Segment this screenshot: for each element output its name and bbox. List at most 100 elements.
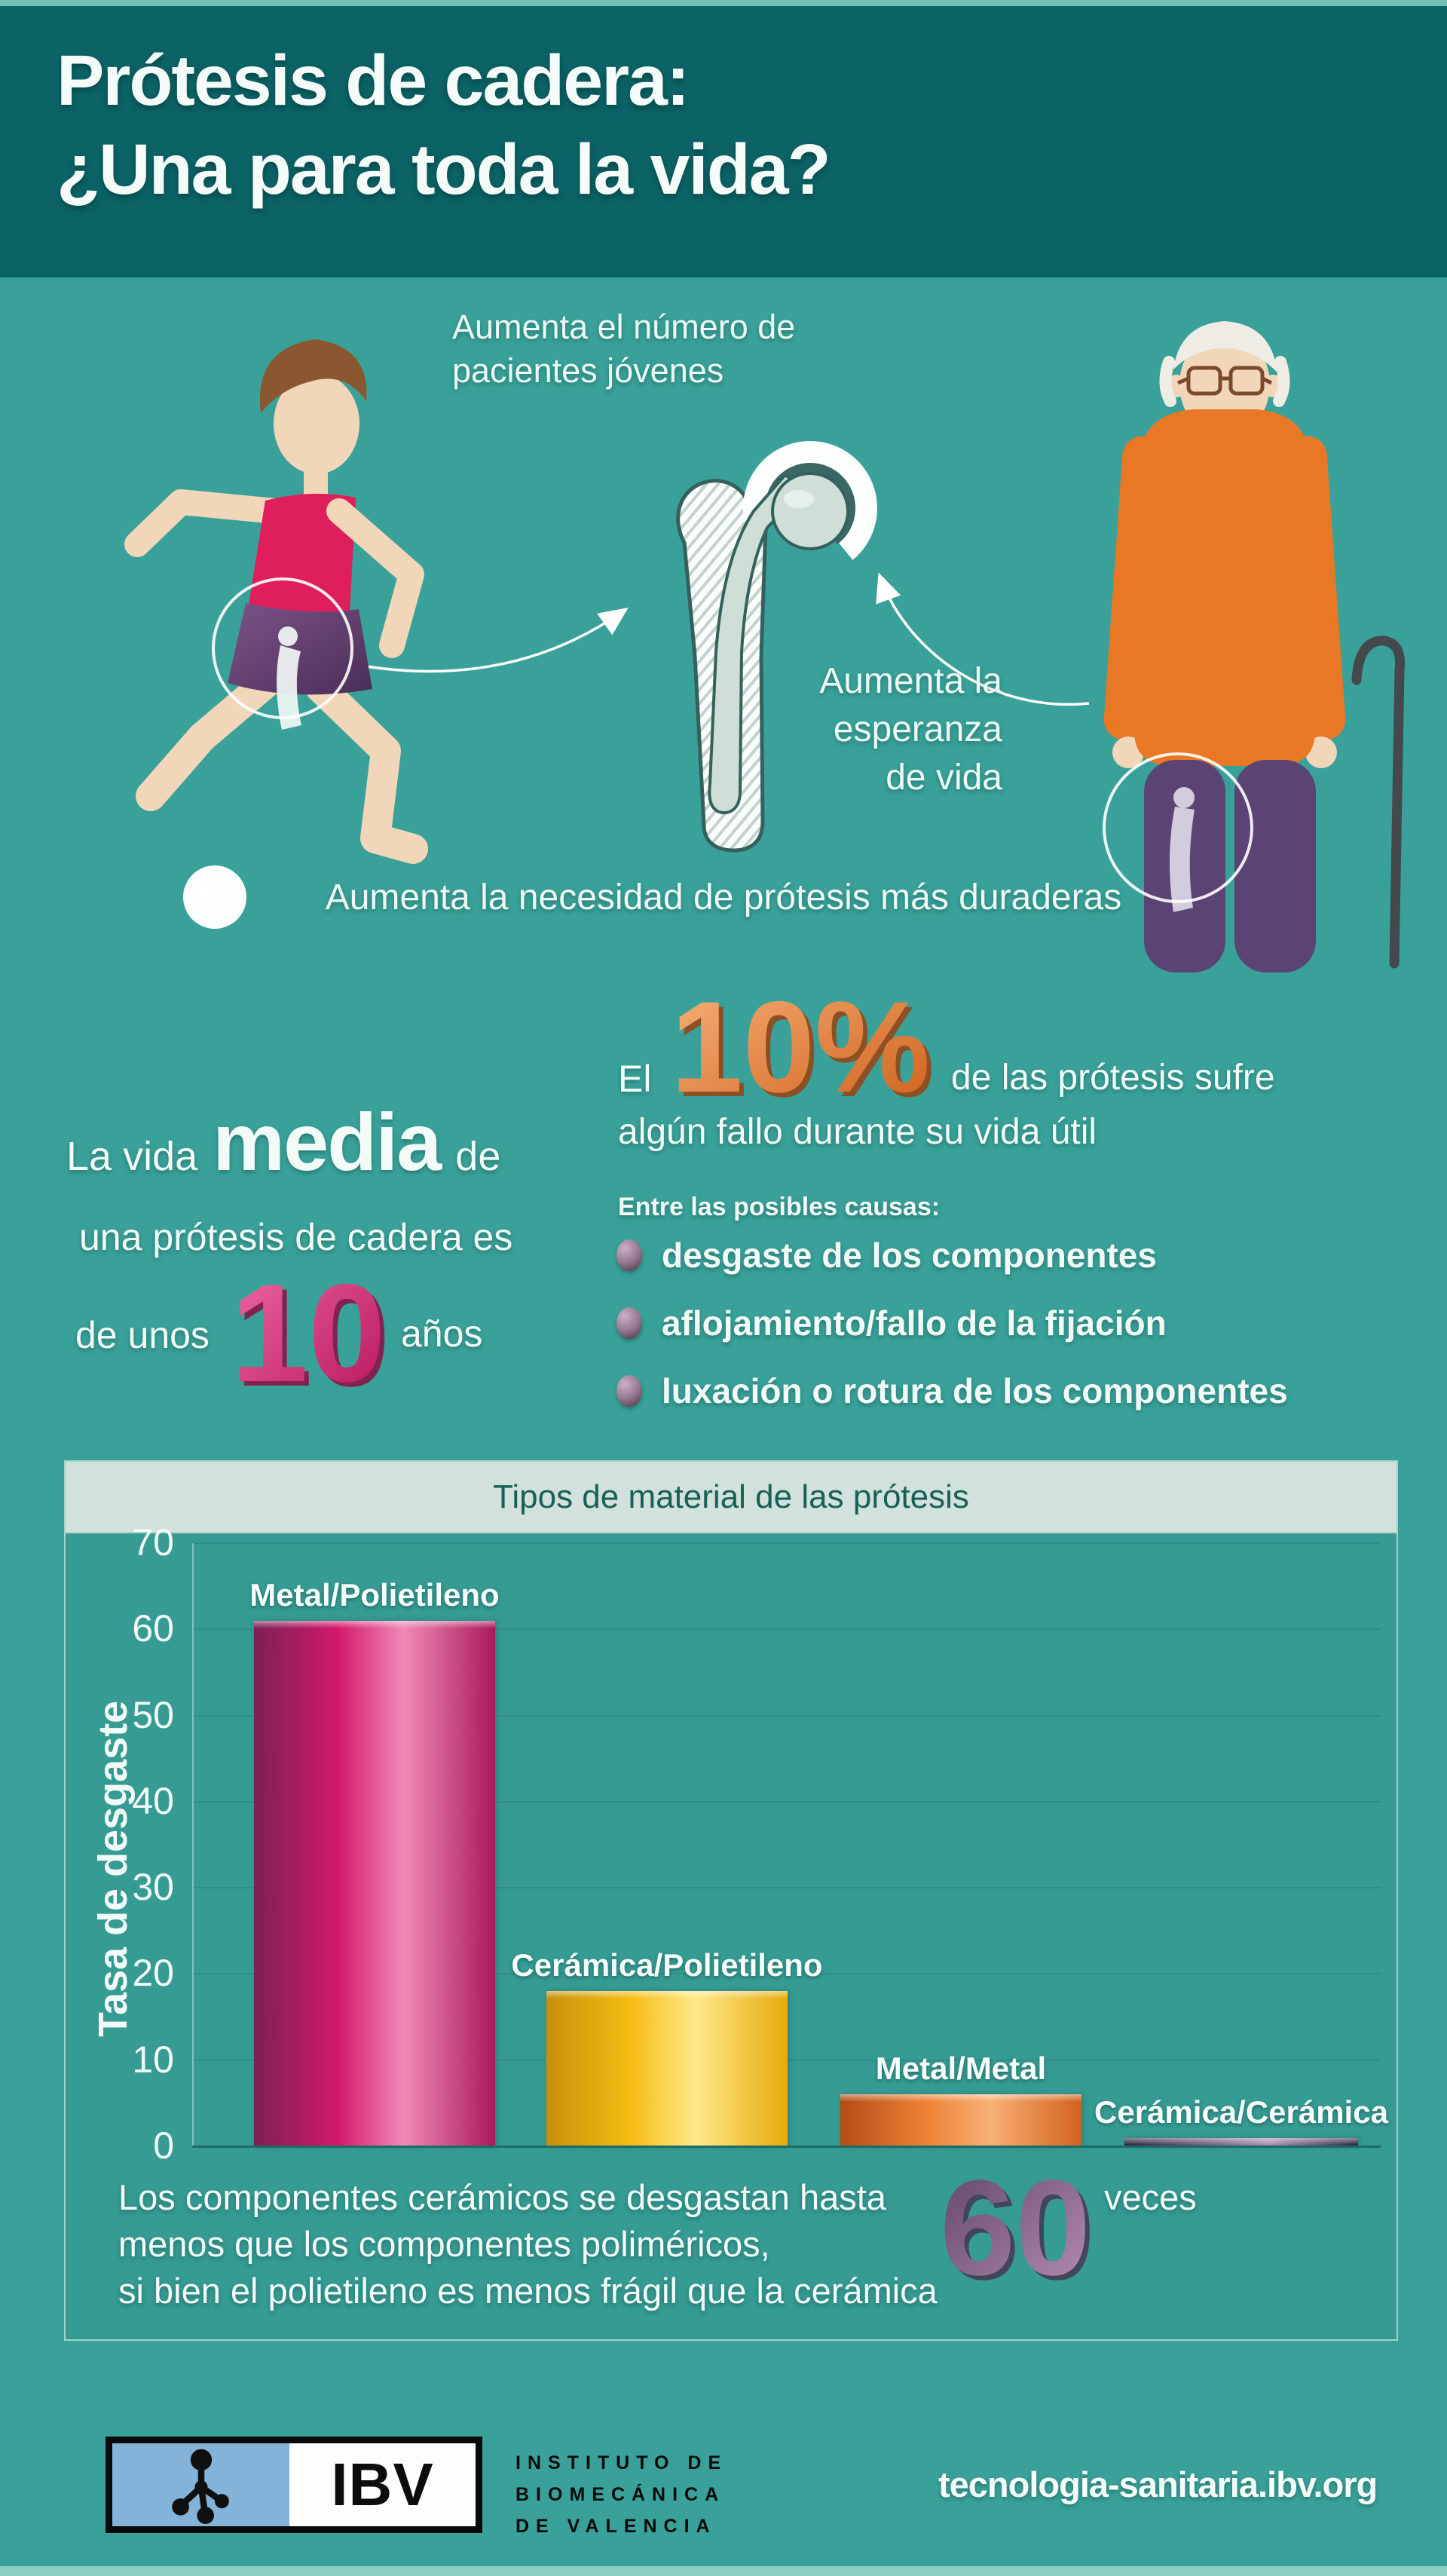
lifespan-line2: una prótesis de cadera es [79,1216,513,1258]
y-tick-label: 50 [132,1693,174,1736]
elderly-pants-right [1234,760,1316,973]
need-banner: Aumenta la necesidad de prótesis más dur… [325,878,1122,917]
institute-line1: INSTITUTO DE [515,2452,728,2473]
connector-arrows [323,572,1090,706]
causes-title: Entre las posibles causas: [618,1193,941,1221]
website-url-link[interactable]: tecnologia-sanitaria.ibv.org [938,2464,1378,2504]
failure-line2: algún fallo durante su vida útil [618,1112,1097,1152]
y-tick-label: 0 [153,2124,174,2167]
chart-title: Tipos de material de las prótesis [66,1462,1397,1533]
life-expectancy-line1: Aumenta la [819,661,1002,701]
bar-category-label: Cerámica/Cerámica [1094,2094,1388,2130]
lifespan-tail: de [455,1134,501,1179]
elderly-hip-highlight-circle [1103,752,1253,903]
hip-prosthesis-illustration [676,441,877,853]
gridline [192,1542,1381,1544]
gridline [192,1973,1381,1975]
ibv-molecule-icon [171,2449,229,2524]
elderly-man-illustration [1103,321,1406,973]
y-tick-label: 70 [132,1521,174,1564]
lifespan-line3-lead: de unos [75,1314,210,1356]
young-patients-line2: pacientes jóvenes [452,351,724,390]
institute-line3: DE VALENCIA [515,2516,717,2537]
cause-item: aflojamiento/fallo de la fijación [616,1303,1288,1343]
chart-bar-metal-polietileno [254,1620,495,2146]
top-accent-strip [0,0,1447,6]
failure-after-percent: de las prótesis sufre [951,1058,1275,1098]
materials-chart-panel: Tipos de material de las prótesis Tasa d… [64,1460,1398,2341]
runner-front-arm [326,498,424,658]
svg-text:10%: 10% [675,979,935,1120]
gridline [192,1628,1381,1631]
svg-text:60: 60 [940,2155,1091,2302]
bar-top-cap [254,1620,495,1628]
elderly-hip-prosthesis-icon [1170,787,1195,912]
chart-bar-cer-mica-polietileno [546,1991,788,2146]
sphere-bullet-icon [616,1307,642,1339]
runner-shorts [228,603,372,695]
arrow-from-runner [323,607,629,673]
header: Prótesis de cadera: ¿Una para toda la vi… [0,6,1447,277]
bar-category-label: Metal/Polietileno [249,1576,500,1613]
svg-text:60: 60 [944,2157,1093,2302]
sphere-bullet-icon [616,1239,642,1271]
lifespan-lead: La vida [66,1134,198,1179]
gridline [192,1714,1381,1717]
cause-text: aflojamiento/fallo de la fijación [662,1303,1167,1343]
big-number-60: 60 60 [940,2155,1093,2302]
cause-item: desgaste de los componentes [616,1235,1288,1276]
big-percent-10: 10% 10% [671,977,935,1120]
svg-text:10: 10 [231,1260,386,1407]
prosthesis-stem [708,473,805,815]
life-expectancy-line2: esperanza [833,709,1002,749]
life-expectancy-label: Aumenta la esperanza de vida [761,657,1002,802]
elderly-hair-sides [1159,356,1290,407]
runner-hip-highlight-circle [212,577,353,719]
y-tick-label: 30 [132,1866,174,1909]
cause-text: luxación o rotura de los componentes [662,1371,1288,1411]
y-tick-label: 60 [132,1607,174,1650]
ibv-acronym: IBV [331,2451,434,2518]
ball-icon [183,865,246,929]
bar-category-label: Cerámica/Polietileno [511,1947,823,1983]
runner-front-leg [305,672,428,864]
note-line1: Los componentes cerámicos se desgastan h… [118,2177,886,2217]
elderly-sweater [1134,409,1315,766]
cane-icon [1351,636,1406,969]
gridline [192,1887,1381,1889]
page-title-line1: Prótesis de cadera: [57,41,690,121]
lifespan-big-word: media [213,1096,442,1187]
prosthesis-head-highlight [784,490,814,508]
runner-back-arm [124,489,288,557]
bar-top-cap [840,2094,1081,2103]
runner-hip-prosthesis-icon [277,626,301,730]
note-line1-tail: veces [1104,2177,1197,2217]
glasses-icon [1177,366,1273,396]
y-axis-line [192,1543,194,2146]
ibv-logo-symbol-cell [112,2443,289,2526]
runner-face [274,373,359,474]
svg-text:10%: 10% [671,977,930,1120]
y-tick-label: 20 [132,1952,174,1995]
bottom-accent-strip [0,2566,1447,2576]
runner-back-leg [136,663,286,811]
institute-name: INSTITUTO DE BIOMECÁNICA DE VALENCIA [515,2447,727,2542]
institute-line2: BIOMECÁNICA [515,2484,726,2505]
page-title: Prótesis de cadera: ¿Una para toda la vi… [0,6,1447,214]
chart-plot-area: 0 10 20 30 40 50 60 70 Metal/Polietileno Cerámica… [66,1462,1397,2339]
ball-highlight [195,881,219,896]
ibv-logo-text-cell: IBV [289,2443,476,2526]
runner-tank-top [249,493,356,615]
lifespan-line3-tail: años [401,1313,483,1355]
gridline [192,1800,1381,1803]
life-expectancy-line3: de vida [886,758,1002,798]
chart-bar-metal-metal [840,2094,1081,2146]
young-patients-label: Aumenta el número de pacientes jóvenes [452,305,795,393]
young-patients-line1: Aumenta el número de [452,308,796,346]
bar-top-cap [546,1991,788,1999]
runner-hair [259,339,367,413]
note-line2: menos que los componentes poliméricos, [118,2224,770,2264]
y-tick-label: 10 [132,2038,174,2081]
ibv-logo: IBV [106,2437,482,2533]
